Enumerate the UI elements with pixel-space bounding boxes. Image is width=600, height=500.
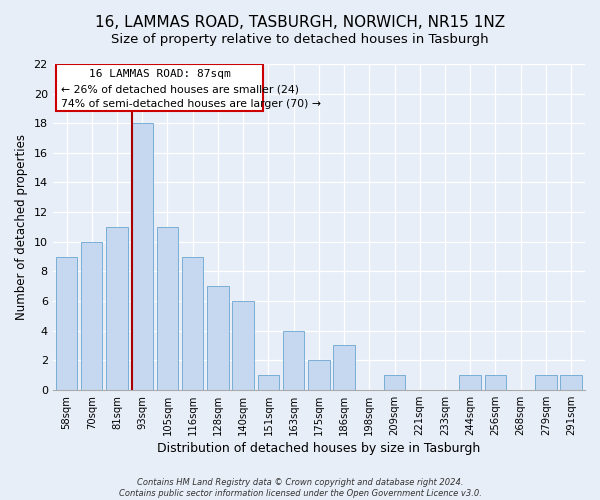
Bar — [81, 242, 103, 390]
Text: Size of property relative to detached houses in Tasburgh: Size of property relative to detached ho… — [111, 32, 489, 46]
Bar — [182, 256, 203, 390]
Text: ← 26% of detached houses are smaller (24): ← 26% of detached houses are smaller (24… — [61, 84, 299, 94]
Bar — [131, 123, 153, 390]
Bar — [308, 360, 329, 390]
Bar — [56, 256, 77, 390]
Text: 16, LAMMAS ROAD, TASBURGH, NORWICH, NR15 1NZ: 16, LAMMAS ROAD, TASBURGH, NORWICH, NR15… — [95, 15, 505, 30]
Bar — [283, 330, 304, 390]
Bar — [384, 375, 405, 390]
Bar — [485, 375, 506, 390]
Bar — [232, 301, 254, 390]
Text: Contains HM Land Registry data © Crown copyright and database right 2024.
Contai: Contains HM Land Registry data © Crown c… — [119, 478, 481, 498]
Bar — [535, 375, 557, 390]
Bar — [207, 286, 229, 390]
Bar — [460, 375, 481, 390]
Bar — [560, 375, 582, 390]
Bar — [106, 227, 128, 390]
Bar — [157, 227, 178, 390]
Text: 16 LAMMAS ROAD: 87sqm: 16 LAMMAS ROAD: 87sqm — [89, 68, 231, 78]
FancyBboxPatch shape — [56, 64, 263, 112]
Text: 74% of semi-detached houses are larger (70) →: 74% of semi-detached houses are larger (… — [61, 99, 322, 109]
X-axis label: Distribution of detached houses by size in Tasburgh: Distribution of detached houses by size … — [157, 442, 481, 455]
Bar — [334, 346, 355, 390]
Bar — [257, 375, 279, 390]
Y-axis label: Number of detached properties: Number of detached properties — [15, 134, 28, 320]
